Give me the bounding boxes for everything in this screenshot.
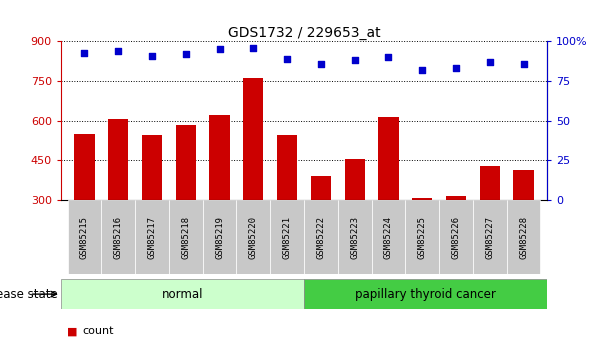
Point: [485, 59, 495, 65]
Bar: [135, 200, 169, 274]
Bar: [277, 135, 297, 200]
Text: GSM85222: GSM85222: [316, 216, 325, 259]
Bar: [345, 159, 365, 200]
Title: GDS1732 / 229653_at: GDS1732 / 229653_at: [227, 26, 381, 40]
Bar: [304, 200, 338, 274]
Bar: [102, 200, 135, 274]
Bar: [412, 198, 432, 200]
Bar: [338, 200, 371, 274]
Text: GSM85218: GSM85218: [181, 216, 190, 259]
Point: [384, 55, 393, 60]
Point: [519, 61, 528, 66]
Text: GSM85215: GSM85215: [80, 216, 89, 259]
Text: count: count: [82, 326, 114, 336]
Text: GSM85226: GSM85226: [452, 216, 460, 259]
Bar: [270, 200, 304, 274]
Text: GSM85219: GSM85219: [215, 216, 224, 259]
Text: GSM85220: GSM85220: [249, 216, 258, 259]
Bar: [378, 117, 399, 200]
Bar: [67, 200, 102, 274]
Bar: [74, 134, 95, 200]
Point: [147, 53, 157, 58]
Bar: [61, 279, 304, 309]
Text: GSM85221: GSM85221: [283, 216, 292, 259]
Bar: [439, 200, 473, 274]
Point: [215, 47, 224, 52]
Bar: [406, 200, 439, 274]
Bar: [506, 200, 541, 274]
Text: GSM85228: GSM85228: [519, 216, 528, 259]
Bar: [480, 166, 500, 200]
Bar: [169, 200, 202, 274]
Bar: [473, 200, 506, 274]
Point: [316, 61, 326, 66]
Bar: [446, 196, 466, 200]
Point: [350, 58, 359, 63]
Point: [417, 67, 427, 73]
Text: GSM85225: GSM85225: [418, 216, 427, 259]
Bar: [237, 200, 270, 274]
Text: GSM85216: GSM85216: [114, 216, 123, 259]
Point: [80, 50, 89, 55]
Bar: [142, 135, 162, 200]
Bar: [513, 170, 534, 200]
Text: ■: ■: [67, 326, 77, 336]
Bar: [243, 78, 263, 200]
Bar: [311, 176, 331, 200]
Bar: [202, 200, 237, 274]
Point: [113, 48, 123, 54]
Bar: [304, 279, 547, 309]
Text: GSM85227: GSM85227: [485, 216, 494, 259]
Text: disease state: disease state: [0, 288, 58, 300]
Bar: [176, 125, 196, 200]
Text: normal: normal: [162, 288, 203, 300]
Point: [249, 45, 258, 50]
Text: GSM85223: GSM85223: [350, 216, 359, 259]
Point: [282, 56, 292, 62]
Text: GSM85217: GSM85217: [148, 216, 156, 259]
Text: papillary thyroid cancer: papillary thyroid cancer: [355, 288, 496, 300]
Bar: [371, 200, 406, 274]
Bar: [108, 119, 128, 200]
Point: [181, 51, 191, 57]
Text: GSM85224: GSM85224: [384, 216, 393, 259]
Bar: [209, 116, 230, 200]
Point: [451, 66, 461, 71]
